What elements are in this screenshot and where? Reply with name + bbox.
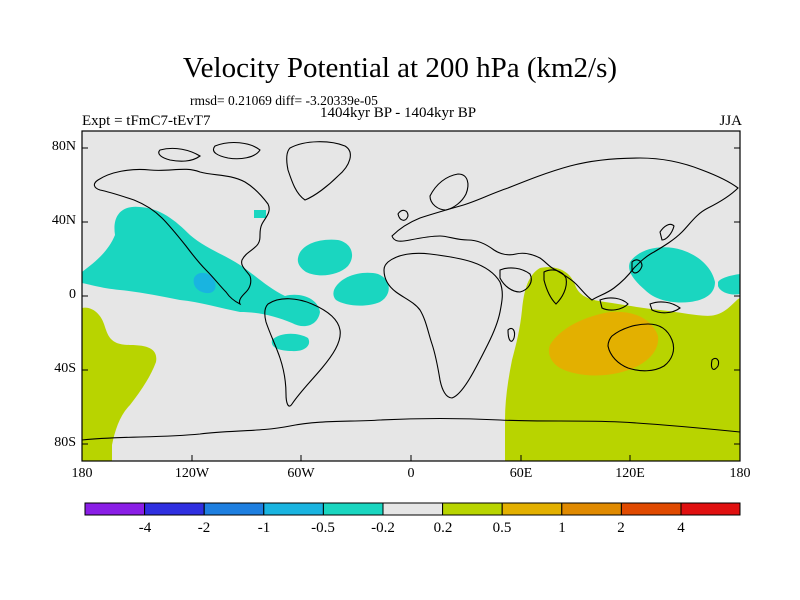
lat-label-40s: 40S (54, 361, 76, 376)
lon-label-60e: 60E (509, 466, 533, 481)
colorbar-label-3: -1 (257, 520, 271, 536)
lon-label-60w: 60W (287, 466, 315, 481)
lon-label-180w: 180 (71, 466, 93, 481)
colorbar-box-4 (263, 502, 324, 516)
colorbar-box-1 (84, 502, 146, 516)
colorbar-label-5: -0.2 (371, 520, 395, 536)
positive-core-australia (548, 311, 659, 376)
negative-spot-great-lakes (254, 210, 266, 218)
colorbar-box-8 (501, 502, 563, 516)
lat-label-80s: 80S (54, 435, 76, 450)
chart-title: Velocity Potential at 200 hPa (km2/s) (182, 52, 618, 84)
colorbar-box-5 (322, 502, 384, 516)
negative-region-south-america (271, 333, 310, 352)
negative-region-tropical-atlantic (333, 272, 389, 306)
lat-label-0: 0 (69, 287, 76, 302)
lat-label-80n: 80N (51, 139, 76, 154)
colorbar (84, 502, 741, 516)
colorbar-label-6: 0.2 (433, 520, 453, 536)
negative-core-pacific (193, 272, 216, 294)
colorbar-box-3 (203, 502, 265, 516)
positive-region-east-pacific (82, 307, 157, 461)
lon-label-0: 0 (407, 466, 415, 481)
colorbar-label-4: -0.5 (311, 520, 335, 536)
lon-label-120e: 120E (615, 466, 645, 481)
negative-region-far-pacific (718, 274, 740, 295)
latitude-ticks (82, 147, 740, 445)
lon-label-120w: 120W (174, 466, 210, 481)
colorbar-box-7 (442, 502, 503, 516)
lat-label-40n: 40N (51, 213, 76, 228)
coastlines (82, 141, 740, 441)
colorbar-label-7: 0.5 (492, 520, 512, 536)
negative-region-north-atlantic (297, 239, 353, 276)
colorbar-label-1: -4 (138, 520, 152, 536)
colorbar-box-11 (680, 502, 741, 516)
colorbar-label-8: 1 (558, 520, 566, 536)
period-label: 1404kyr BP - 1404kyr BP (320, 105, 477, 121)
colorbar-label-9: 2 (617, 520, 625, 536)
colorbar-box-2 (144, 502, 205, 516)
colorbar-label-10: 4 (677, 520, 685, 536)
season-label: JJA (719, 113, 742, 129)
colorbar-box-10 (620, 502, 682, 516)
negative-region-east-pacific (82, 206, 320, 327)
longitude-ticks (81, 455, 741, 461)
negative-region-west-pacific (629, 247, 715, 303)
colorbar-box-6 (382, 502, 444, 516)
colorbar-label-2: -2 (197, 520, 211, 536)
experiment-label: Expt = tFmC7-tEvT7 (82, 113, 211, 129)
rmsd-diff-stats: rmsd= 0.21069 diff= -3.20339e-05 (190, 93, 378, 108)
colorbar-box-9 (561, 502, 622, 516)
lon-label-180e: 180 (729, 466, 751, 481)
